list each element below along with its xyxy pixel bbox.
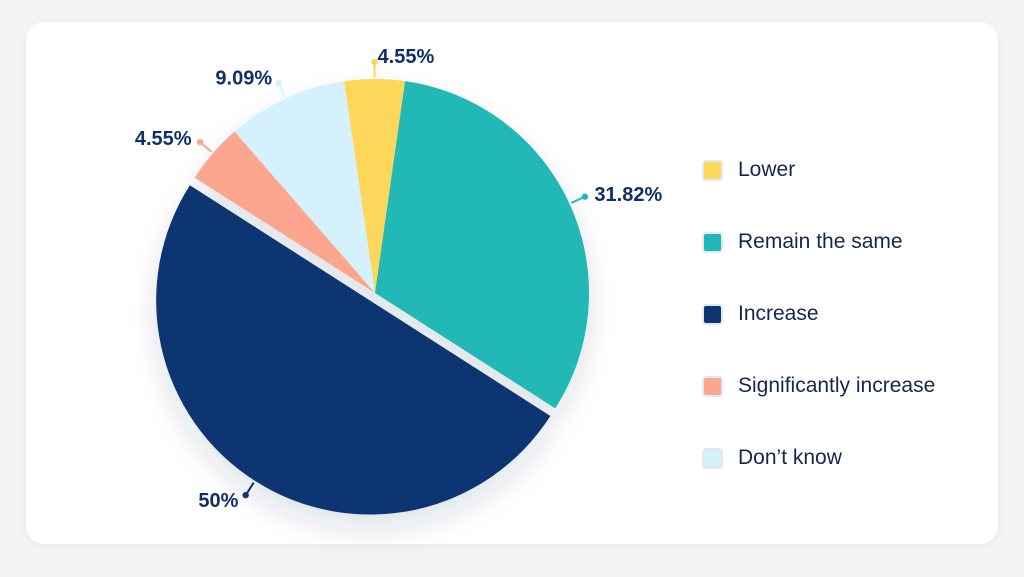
legend-item-lower[interactable]: Lower (702, 134, 935, 206)
legend-label: Significantly increase (738, 374, 936, 397)
data-label-remain-the-same: 31.82% (594, 184, 662, 206)
legend-label: Increase (738, 302, 819, 325)
pie-slice-lower[interactable] (344, 79, 406, 293)
legend-item-increase[interactable]: Increase (702, 278, 935, 350)
pie-slice-remain-the-same[interactable] (375, 81, 589, 409)
legend-label: Lower (738, 158, 796, 181)
legend-swatch (702, 159, 723, 181)
data-label-significantly-increase: 4.55% (135, 128, 192, 150)
data-label-increase: 50% (198, 490, 238, 512)
legend-swatch (702, 375, 723, 397)
leader-dot (275, 79, 282, 87)
leader-dot (196, 138, 204, 146)
legend-label: Don’t know (738, 446, 842, 469)
leader-dot (371, 58, 378, 66)
legend-swatch (702, 447, 723, 469)
legend-swatch (702, 231, 723, 253)
leader-dot (242, 491, 249, 499)
legend-label: Remain the same (738, 230, 903, 253)
pie-slice-increase[interactable] (156, 185, 551, 515)
pie-slice-significantly-increase[interactable] (194, 131, 375, 293)
leader-dot (581, 193, 589, 200)
legend-item-significantly-increase[interactable]: Significantly increase (702, 350, 935, 422)
pie-slice-don-t-know[interactable] (234, 81, 375, 293)
data-label-don-t-know: 9.09% (215, 68, 272, 90)
legend-swatch (702, 303, 723, 325)
legend-item-remain-the-same[interactable]: Remain the same (702, 206, 935, 278)
legend-item-dont-know[interactable]: Don’t know (702, 422, 935, 494)
legend: Lower Remain the same Increase Significa… (702, 134, 935, 494)
data-label-lower: 4.55% (378, 46, 435, 68)
